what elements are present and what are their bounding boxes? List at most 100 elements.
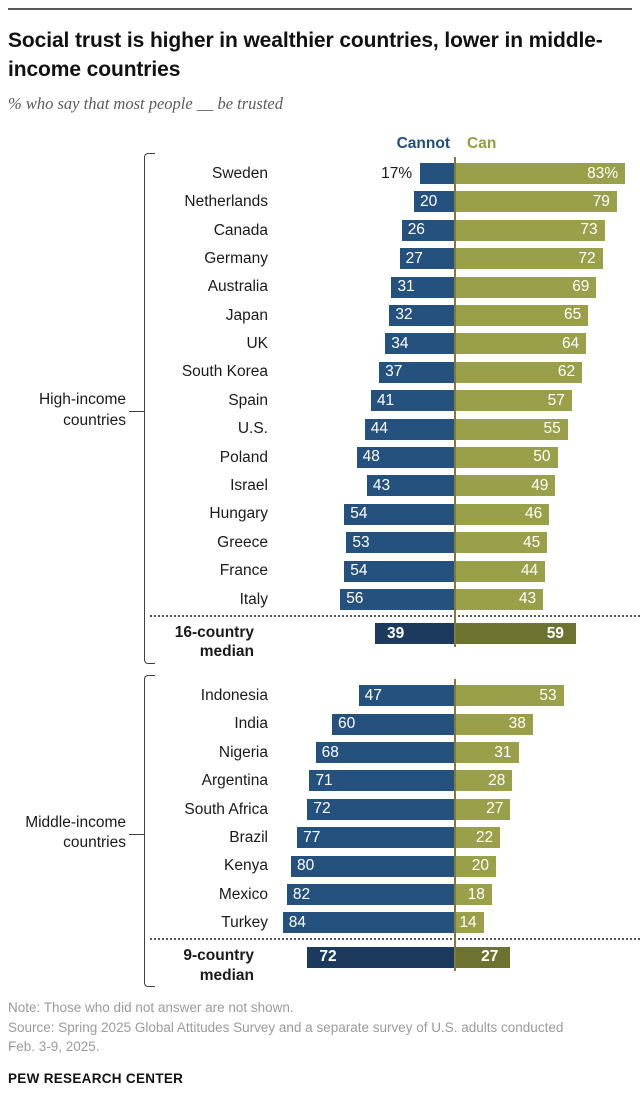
can-value: 49 — [531, 476, 549, 494]
can-value: 79 — [592, 192, 610, 210]
bar-row: South Korea 37 62 — [158, 358, 640, 386]
bar-area: 34 64 — [268, 330, 640, 358]
can-bar: 62 — [455, 361, 583, 383]
bar-area: 71 28 — [268, 767, 640, 795]
legend-cannot-label: Cannot — [396, 134, 450, 152]
chart-title: Social trust is higher in wealthier coun… — [8, 29, 603, 81]
can-bar: 22 — [455, 827, 501, 849]
cannot-value: 47 — [364, 686, 382, 704]
cannot-value: 56 — [346, 590, 364, 608]
cannot-value: 68 — [321, 743, 339, 761]
bar-row: Germany 27 72 — [158, 245, 640, 273]
bar-row: South Africa 72 27 — [158, 795, 640, 823]
chart: High-income countries Sweden 17% 83% Netherl… — [0, 152, 640, 988]
bar-row: Nigeria 68 31 — [158, 739, 640, 767]
can-bar: 59 — [455, 623, 576, 645]
can-value: 44 — [520, 562, 539, 579]
country-label: South Africa — [184, 800, 268, 818]
bar-row: Poland 48 50 — [158, 443, 640, 471]
cannot-value: 41 — [376, 391, 395, 409]
cannot-value: 17% — [381, 164, 413, 182]
can-value: 28 — [488, 771, 506, 789]
cannot-value: 53 — [352, 533, 370, 551]
cannot-bar: 53 — [346, 532, 455, 554]
bar-row: Hungary 54 46 — [158, 500, 640, 528]
can-value: 45 — [523, 533, 541, 551]
can-bar: 79 — [455, 191, 617, 213]
bar-row: India 60 38 — [158, 710, 640, 738]
cannot-value: 72 — [313, 800, 331, 818]
median-row: 16-country median 39 59 — [158, 620, 640, 662]
can-bar: 27 — [455, 798, 511, 820]
median-block: 16-country median 39 59 — [150, 614, 640, 662]
cannot-value: 27 — [405, 249, 423, 267]
group-bracket — [144, 674, 155, 988]
can-value: 53 — [539, 686, 557, 704]
cannot-value: 32 — [395, 306, 413, 324]
country-label: France — [219, 562, 268, 580]
cannot-bar: 44 — [364, 418, 455, 440]
source-text: Source: Spring 2025 Global Attitudes Sur… — [8, 1019, 564, 1055]
cannot-bar: 39 — [375, 623, 455, 645]
bar-area: 77 22 — [268, 824, 640, 852]
can-value: 27 — [486, 800, 504, 818]
cannot-value: 26 — [407, 221, 425, 239]
country-label: Turkey — [221, 914, 268, 932]
group-label: High-income countries — [38, 390, 126, 429]
bar-row: Canada 26 73 — [158, 216, 640, 244]
country-label: South Korea — [181, 363, 268, 381]
median-label: 9-country median — [183, 947, 254, 984]
bar-area: 32 65 — [268, 301, 640, 329]
cannot-value: 80 — [297, 857, 315, 875]
cannot-bar: 20 — [414, 191, 455, 213]
country-group: Middle-income countries Indonesia 47 53 Indi… — [0, 674, 640, 988]
country-label: Australia — [207, 278, 268, 296]
cannot-bar: 82 — [286, 884, 455, 906]
can-value: 83% — [587, 164, 619, 182]
cannot-bar — [420, 163, 455, 185]
axis-center-line — [454, 678, 456, 971]
cannot-value: 77 — [303, 828, 321, 846]
can-value: 73 — [580, 221, 598, 239]
cannot-value: 54 — [350, 562, 368, 579]
can-bar: 64 — [455, 333, 587, 355]
can-bar: 18 — [455, 884, 492, 906]
bar-area: 17% 83% — [268, 160, 640, 188]
bar-row: Argentina 71 28 — [158, 767, 640, 795]
bar-area: 56 43 — [268, 585, 640, 613]
cannot-value: 71 — [315, 771, 333, 789]
median-label: 16-country median — [174, 623, 254, 661]
bar-area: 84 14 — [268, 909, 640, 937]
country-group: High-income countries Sweden 17% 83% Netherl… — [0, 152, 640, 664]
can-bar: 20 — [455, 855, 496, 877]
cannot-bar: 80 — [291, 855, 455, 877]
can-bar: 38 — [455, 713, 533, 735]
legend-can-label: Can — [467, 134, 497, 152]
bar-area: 82 18 — [268, 881, 640, 909]
can-value: 72 — [578, 249, 596, 267]
can-bar: 49 — [455, 475, 556, 497]
legend: Cannot Can — [0, 135, 640, 157]
can-value: 22 — [475, 828, 494, 846]
can-bar: 28 — [455, 770, 513, 792]
bar-area: 68 31 — [268, 739, 640, 767]
can-bar: 65 — [455, 304, 589, 326]
bar-row: Israel 43 49 — [158, 472, 640, 500]
brand-label: PEW RESEARCH CENTER — [8, 1070, 184, 1086]
cannot-value: 31 — [397, 278, 415, 296]
cannot-bar: 48 — [356, 446, 455, 468]
bar-area: 31 69 — [268, 273, 640, 301]
axis-center-line — [454, 156, 456, 647]
bar-row: Italy 56 43 — [158, 585, 640, 613]
country-label: Sweden — [211, 164, 268, 182]
group-bracket-tick — [129, 410, 144, 412]
bar-area: 47 53 — [268, 682, 640, 710]
country-label: Spain — [228, 391, 268, 409]
can-bar: 83% — [455, 163, 626, 185]
bar-row: U.S. 44 55 — [158, 415, 640, 443]
bar-row: Sweden 17% 83% — [158, 160, 640, 188]
can-bar: 55 — [455, 418, 568, 440]
can-value: 57 — [547, 391, 565, 409]
cannot-bar: 26 — [401, 219, 455, 241]
can-bar: 72 — [455, 248, 603, 270]
